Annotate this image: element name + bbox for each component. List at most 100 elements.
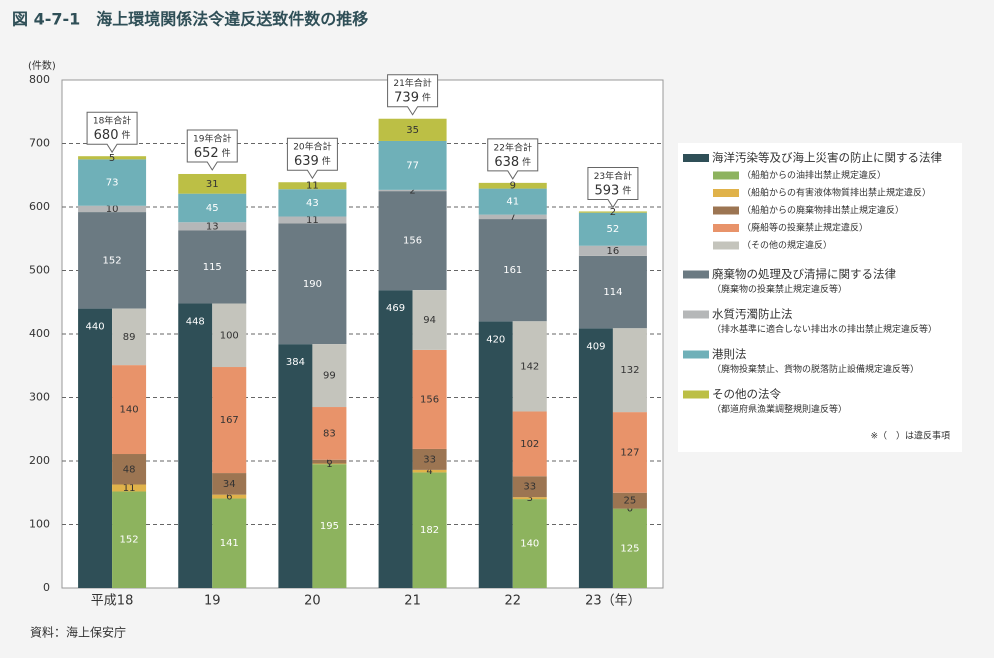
y-unit-label: (件数) xyxy=(28,59,56,72)
breakdown-segment xyxy=(412,349,447,449)
bar-segment xyxy=(78,308,113,588)
data-label: 152 xyxy=(103,255,122,266)
total-value: 652 xyxy=(194,145,219,160)
breakdown-segment xyxy=(412,448,447,470)
breakdown-segment xyxy=(212,473,247,495)
total-unit: 件 xyxy=(522,155,531,167)
data-label: 156 xyxy=(403,236,422,247)
bar-segment xyxy=(178,303,213,588)
data-label: 89 xyxy=(123,332,136,343)
bar-segment xyxy=(578,255,647,329)
breakdown-segment xyxy=(512,411,547,477)
x-tick-label: 19 xyxy=(204,594,221,609)
data-label: 99 xyxy=(323,371,336,382)
y-tick-label: 800 xyxy=(29,73,50,86)
legend-swatch xyxy=(713,241,739,250)
breakdown-segment xyxy=(112,484,147,492)
breakdown-segment xyxy=(512,321,547,412)
breakdown-segment xyxy=(112,365,147,455)
data-label: 167 xyxy=(220,415,239,426)
data-label: 11 xyxy=(306,215,319,226)
callout-box xyxy=(587,166,639,209)
bar-segment xyxy=(478,182,547,189)
x-tick-label: 22 xyxy=(504,594,521,609)
bar-segment xyxy=(478,188,547,215)
x-tick-label: 平成18 xyxy=(91,594,134,609)
bar-segment xyxy=(278,216,347,224)
y-tick-label: 200 xyxy=(29,454,50,467)
data-label: 420 xyxy=(486,334,505,345)
breakdown-segment xyxy=(612,508,647,588)
breakdown-segment xyxy=(512,476,547,498)
bar-segment xyxy=(578,245,647,256)
bar-segment xyxy=(278,182,347,190)
data-label: 384 xyxy=(286,357,305,368)
y-tick-label: 100 xyxy=(29,518,50,531)
data-label: 115 xyxy=(203,262,222,273)
data-label: 114 xyxy=(603,287,622,298)
data-label: 2 xyxy=(610,207,616,218)
data-label: 94 xyxy=(423,315,436,326)
y-tick-label: 400 xyxy=(29,327,50,340)
breakdown-segment xyxy=(112,491,147,588)
legend-label: 水質汚濁防止法 xyxy=(712,307,793,321)
bar-segment xyxy=(78,156,147,160)
breakdown-segment xyxy=(312,463,347,465)
data-label: 141 xyxy=(220,538,239,549)
total-caption: 23年合計 xyxy=(594,170,632,182)
data-label: 102 xyxy=(520,439,539,450)
total-unit: 件 xyxy=(422,91,431,103)
total-label: 639 件 xyxy=(294,154,331,169)
data-label: 48 xyxy=(123,464,136,475)
breakdown-segment xyxy=(212,303,247,368)
total-label: 739 件 xyxy=(394,90,431,105)
data-label: 125 xyxy=(620,543,639,554)
x-tick-label: 20 xyxy=(304,594,321,609)
total-value: 593 xyxy=(594,183,619,198)
data-label: 161 xyxy=(503,265,522,276)
bar-segment xyxy=(378,118,447,141)
data-label: 33 xyxy=(423,454,436,465)
legend-label: その他の法令 xyxy=(712,387,781,401)
total-caption: 18年合計 xyxy=(93,115,131,127)
legend-swatch xyxy=(683,390,709,399)
legend-swatch xyxy=(713,206,739,215)
y-tick-label: 600 xyxy=(29,200,50,213)
legend-swatch xyxy=(683,310,709,319)
chart-title: 図 4-7-1 海上環境関係法令違反送致件数の推移 xyxy=(12,10,368,29)
bar-segment xyxy=(378,191,447,291)
breakdown-segment xyxy=(612,328,647,413)
bar-segment xyxy=(578,211,647,213)
source: 資料：海上保安庁 xyxy=(30,625,126,640)
data-label: 140 xyxy=(120,405,139,416)
bar-segment xyxy=(178,222,247,231)
breakdown-segment xyxy=(312,407,347,460)
breakdown-segment xyxy=(312,344,347,408)
total-caption: 21年合計 xyxy=(393,77,431,89)
legend-note: （廃棄物の投棄禁止規定違反等） xyxy=(712,283,847,295)
legend-swatch xyxy=(713,224,739,232)
bar-segment xyxy=(178,173,247,194)
total-value: 739 xyxy=(394,90,419,105)
total-value: 639 xyxy=(294,154,319,169)
data-label: 33 xyxy=(523,482,536,493)
legend-note: （廃物投棄禁止、貨物の脱落防止設備規定違反等） xyxy=(712,363,919,375)
bar-segment xyxy=(78,205,147,213)
data-label: 195 xyxy=(320,521,339,532)
legend-swatch xyxy=(683,270,709,279)
data-label: 2 xyxy=(409,185,415,196)
total-caption: 20年合計 xyxy=(293,141,331,153)
legend-swatch xyxy=(713,171,739,180)
breakdown-segment xyxy=(112,454,147,485)
x-tick-label: 23（年） xyxy=(585,594,641,609)
bar-segment xyxy=(378,140,447,190)
y-tick-label: 700 xyxy=(29,137,50,150)
data-label: 469 xyxy=(386,303,405,314)
data-label: 16 xyxy=(607,246,620,257)
total-label: 593 件 xyxy=(594,183,631,198)
legend-label: （船舶からの油排出禁止規定違反） xyxy=(742,169,886,181)
x-tick-label: 21 xyxy=(404,594,421,609)
total-caption: 22年合計 xyxy=(494,141,532,153)
bar-segment xyxy=(278,344,313,588)
